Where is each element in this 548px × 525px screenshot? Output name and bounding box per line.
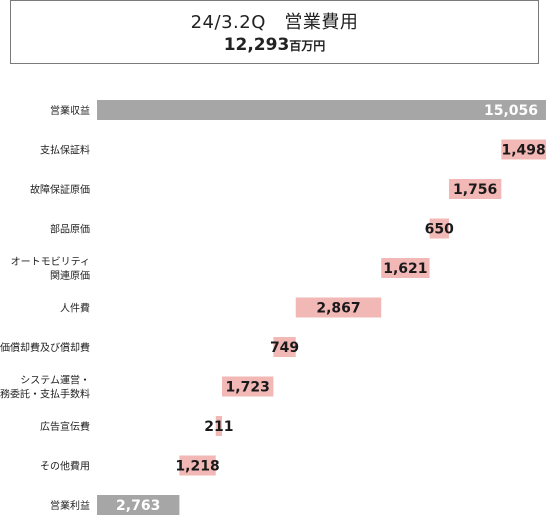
chart-title: 24/3.2Q 営業費用 — [190, 12, 359, 33]
category-label-1: 支払保証料 — [40, 144, 90, 157]
category-label-8: 広告宣伝費 — [40, 420, 90, 433]
category-label-5: 人件費 — [60, 302, 90, 315]
bar-0 — [97, 100, 546, 120]
value-label-0: 15,056 — [484, 103, 538, 119]
total-expense-unit: 百万円 — [289, 39, 326, 53]
bar-3 — [429, 218, 449, 239]
bar-2 — [448, 179, 502, 199]
value-label-6: 749 — [270, 340, 299, 356]
category-label-7: システム運営・業務委託・支払手数料 — [0, 374, 90, 401]
bar-10 — [97, 495, 180, 515]
chart-subtitle: 12,293百万円 — [11, 35, 538, 55]
value-label-2: 1,756 — [453, 182, 497, 198]
value-label-7: 1,723 — [226, 380, 270, 396]
category-label-9: その他費用 — [40, 460, 90, 473]
bar-8 — [215, 416, 223, 436]
value-label-10: 2,763 — [116, 498, 160, 514]
value-label-5: 2,867 — [316, 301, 360, 317]
bar-5 — [295, 297, 382, 318]
chart-title-box: 24/3.2Q 営業費用 12,293百万円 — [10, 0, 539, 64]
category-label-3: 部品原価 — [50, 223, 90, 236]
value-label-9: 1,218 — [175, 459, 219, 475]
category-label-0: 営業収益 — [50, 104, 90, 117]
bar-4 — [381, 258, 430, 278]
value-label-3: 650 — [425, 222, 454, 238]
category-label-10: 営業利益 — [50, 499, 90, 512]
bar-6 — [273, 337, 296, 357]
value-label-4: 1,621 — [383, 261, 427, 277]
bar-7 — [222, 376, 274, 397]
total-expense-value: 12,293 — [223, 35, 290, 55]
bar-9 — [179, 455, 216, 476]
value-label-1: 1,498 — [502, 143, 546, 159]
value-label-8: 211 — [204, 419, 233, 435]
bar-1 — [501, 139, 546, 160]
category-label-6: 減価償却費及び償却費 — [0, 341, 90, 354]
category-label-2: 故障保証原価 — [30, 183, 90, 196]
category-label-4: オートモビリティ関連原価 — [11, 256, 90, 282]
